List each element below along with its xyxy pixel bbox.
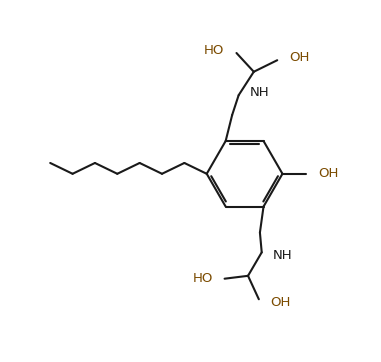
Text: NH: NH bbox=[272, 249, 292, 262]
Text: OH: OH bbox=[318, 167, 338, 180]
Text: OH: OH bbox=[271, 296, 291, 309]
Text: HO: HO bbox=[203, 44, 224, 56]
Text: NH: NH bbox=[250, 86, 270, 99]
Text: OH: OH bbox=[289, 51, 309, 64]
Text: HO: HO bbox=[192, 272, 213, 285]
